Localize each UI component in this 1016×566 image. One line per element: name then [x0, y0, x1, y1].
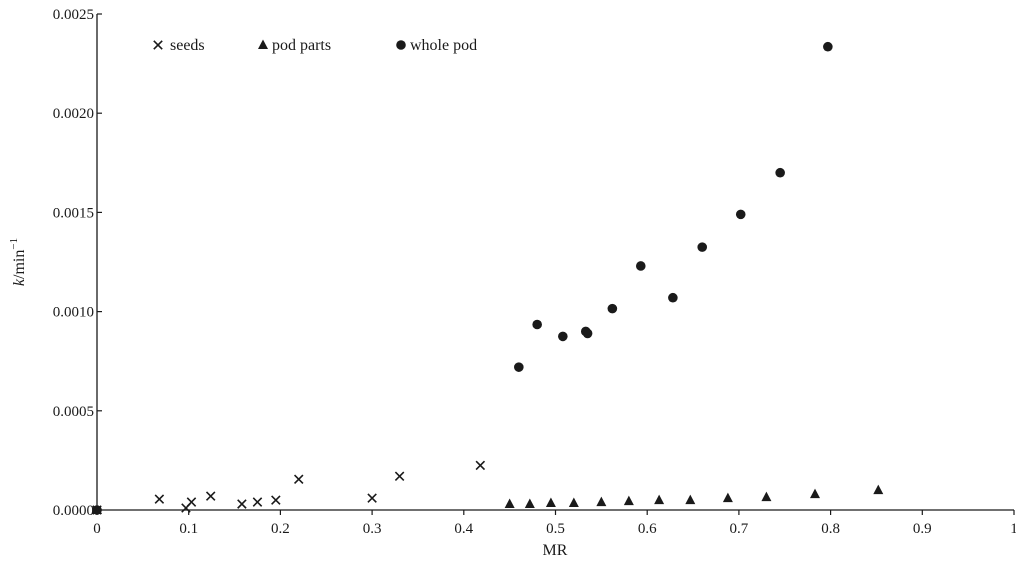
x-tick-label: 0.5 — [546, 521, 565, 537]
y-axis-label: k/min−1 — [8, 238, 28, 286]
point-pod-parts — [504, 498, 515, 509]
point-pod-parts — [722, 492, 733, 503]
point-seeds — [367, 493, 377, 503]
legend-label-pod-parts: pod parts — [272, 37, 331, 54]
x-tick-label: 1 — [1010, 521, 1016, 537]
point-pod-parts — [685, 494, 696, 505]
y-axis-label-symbol: k — [11, 278, 28, 286]
point-whole-pod — [823, 41, 833, 52]
point-seeds — [205, 491, 216, 501]
x-tick-label: 0.1 — [179, 521, 198, 537]
point-whole-pod — [582, 328, 593, 339]
x-tick-label: 0.7 — [730, 521, 749, 537]
point-pod-parts — [596, 496, 607, 507]
y-tick-label: 0.0000 — [53, 503, 94, 519]
point-pod-parts — [623, 495, 634, 506]
y-axis-label-unit: /min — [11, 250, 28, 279]
legend: seeds pod parts whole pod — [153, 37, 477, 54]
y-tick-label: 0.0015 — [53, 205, 94, 221]
data-points — [92, 41, 884, 515]
legend-label-seeds: seeds — [170, 37, 205, 54]
point-seeds — [237, 499, 247, 509]
point-whole-pod — [514, 362, 524, 372]
point-whole-pod — [735, 209, 746, 220]
legend-item-pod-parts: pod parts — [258, 37, 331, 54]
x-tick-label: 0.4 — [454, 521, 473, 537]
point-pod-parts — [873, 484, 884, 495]
legend-symbol-seeds — [153, 40, 163, 50]
x-tick-label: 0 — [93, 521, 101, 537]
y-axis-label-exponent: −1 — [8, 238, 20, 250]
legend-symbol-whole-pod — [396, 40, 406, 50]
point-seeds — [271, 495, 281, 505]
legend-label-whole-pod: whole pod — [410, 37, 477, 54]
axes — [96, 14, 1014, 511]
point-seeds — [293, 474, 304, 485]
x-tick-label: 0.3 — [363, 521, 382, 537]
point-whole-pod — [697, 242, 708, 252]
point-whole-pod — [92, 505, 102, 515]
point-whole-pod — [775, 167, 785, 178]
point-pod-parts — [761, 491, 772, 502]
point-seeds — [252, 497, 263, 507]
y-ticks: 0.0000 0.0005 0.0010 0.0015 0.0020 0.0025 — [53, 7, 102, 519]
x-axis-label: MR — [543, 542, 568, 559]
point-seeds — [154, 494, 165, 504]
point-pod-parts — [810, 488, 821, 499]
x-tick-label: 0.2 — [271, 521, 290, 537]
y-tick-label: 0.0010 — [53, 305, 94, 321]
point-pod-parts — [654, 494, 665, 505]
x-tick-label: 0.8 — [821, 521, 840, 537]
point-whole-pod — [607, 303, 618, 314]
y-tick-label: 0.0005 — [53, 404, 94, 420]
series-whole-pod — [92, 41, 833, 515]
point-seeds — [394, 471, 405, 482]
x-tick-label: 0.9 — [913, 521, 932, 537]
legend-marker-whole-pod — [396, 40, 406, 50]
x-tick-label: 0.6 — [638, 521, 657, 537]
legend-item-seeds: seeds — [153, 37, 205, 54]
series-seeds — [92, 460, 486, 515]
y-tick-label: 0.0025 — [53, 7, 94, 23]
x-ticks: 0 0.1 0.2 0.3 0.4 0.5 0.6 0.7 0.8 0.9 1 — [93, 510, 1016, 537]
point-pod-parts — [568, 497, 579, 508]
point-seeds — [186, 497, 197, 507]
legend-marker-seeds — [153, 40, 163, 50]
point-whole-pod — [635, 261, 646, 271]
point-pod-parts — [524, 498, 535, 509]
legend-marker-pod-parts — [258, 39, 268, 49]
y-tick-label: 0.0020 — [53, 106, 94, 122]
point-whole-pod — [558, 331, 568, 342]
point-whole-pod — [532, 319, 542, 330]
legend-symbol-pod-parts — [258, 39, 268, 49]
point-whole-pod — [668, 292, 678, 303]
legend-item-whole-pod: whole pod — [396, 37, 477, 54]
point-seeds — [475, 460, 486, 471]
point-pod-parts — [545, 497, 556, 508]
